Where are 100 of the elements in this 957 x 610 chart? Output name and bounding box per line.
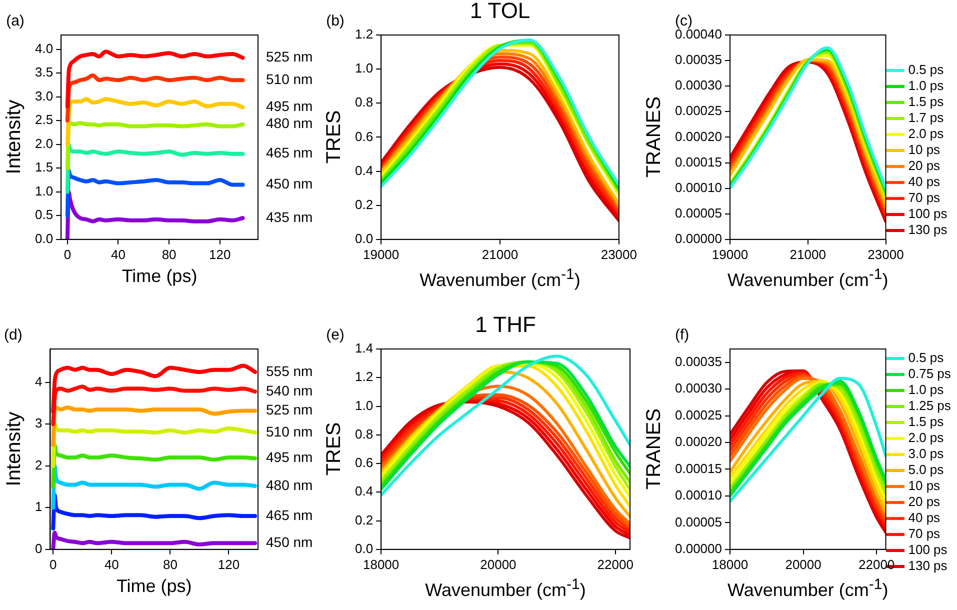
text: (c): [674, 12, 692, 30]
y-tick-label: 0.00025: [674, 103, 722, 118]
legend-label: 1.25 ps: [908, 398, 952, 414]
y-tick-label: 0.00005: [674, 205, 722, 220]
y-tick-label: 0.00000: [674, 230, 722, 246]
legend-label: 1.5 ps: [908, 94, 944, 110]
legend-label: 70 ps: [908, 526, 941, 542]
x-tick-label: 21000: [482, 246, 518, 262]
series-label: 465 nm: [266, 506, 313, 523]
y-tick-label: 0.00005: [674, 514, 722, 530]
y-axis-title: Intensity: [3, 100, 25, 174]
y-tick-label: 0.0: [354, 540, 374, 556]
x-axis-title: Wavenumber (cm$^{-1}$): [728, 266, 888, 290]
series-label: 555 nm: [266, 362, 313, 379]
x-tick-label: 20000: [480, 556, 516, 572]
y-tick-label: 0.0: [354, 230, 374, 246]
y-axis-title: TRES: [323, 422, 345, 476]
y-tick-label: 0: [34, 540, 42, 556]
y-tick-label: 0.00035: [674, 52, 722, 68]
y-tick-label: 4: [34, 374, 42, 389]
legend-label: 2.0 ps: [908, 126, 944, 142]
x-tick-label: 80: [162, 246, 176, 262]
y-axis-title: TRANES: [643, 96, 665, 178]
y-tick-label: 0.6: [354, 128, 374, 144]
y-tick-label: 1: [34, 499, 42, 514]
legend-label: 0.75 ps: [908, 366, 952, 382]
legend-label: 2.0 ps: [908, 430, 944, 446]
y-tick-label: 0.2: [354, 512, 374, 528]
y-tick-label: 0.8: [354, 426, 374, 442]
y-tick-label: 1.0: [34, 183, 54, 198]
y-tick-label: 3.0: [34, 88, 54, 104]
legend-label: 5.0 ps: [908, 462, 944, 478]
chart-title: 1 TOL: [470, 0, 530, 24]
legend-label: 100 ps: [908, 542, 948, 558]
series-label: 525 nm: [266, 402, 313, 418]
x-tick-label: 80: [162, 556, 178, 572]
series-label: 480 nm: [266, 476, 313, 493]
legend-label: 70 ps: [908, 190, 941, 206]
legend-label: 10 ps: [908, 478, 941, 494]
legend-label: 0.5 ps: [908, 350, 944, 366]
y-tick-label: 0.00015: [674, 460, 722, 476]
x-axis-title: Wavenumber (cm$^{-1}$): [728, 576, 888, 600]
y-tick-label: 1.4: [354, 340, 374, 356]
x-tick-label: 23000: [600, 246, 638, 262]
legend-label: 130 ps: [908, 558, 948, 574]
y-tick-label: 3: [34, 416, 42, 431]
x-tick-label: 22000: [597, 556, 634, 572]
y-tick-label: 0.5: [34, 207, 54, 222]
y-tick-label: 3.5: [34, 64, 54, 80]
text: (a): [6, 12, 24, 30]
legend-label: 20 ps: [908, 494, 941, 510]
y-tick-label: 1.0: [354, 60, 374, 76]
legend-label: 1.0 ps: [908, 78, 944, 94]
y-tick-label: 0.00015: [674, 154, 722, 170]
series-label: 495 nm: [266, 98, 313, 114]
x-tick-label: 40: [104, 556, 119, 572]
x-tick-label: 21000: [790, 246, 826, 262]
y-tick-label: 4.0: [34, 40, 54, 56]
series-label: 510 nm: [266, 71, 313, 88]
y-tick-label: 1.2: [354, 26, 374, 42]
legend-label: 1.5 ps: [908, 414, 944, 430]
y-tick-label: 0.00020: [674, 434, 722, 450]
y-tick-label: 1.2: [354, 369, 374, 384]
x-tick-label: 18000: [712, 556, 748, 572]
legend-label: 1.7 ps: [908, 110, 944, 126]
y-tick-label: 0.00010: [674, 180, 722, 195]
x-axis-title: Wavenumber (cm$^{-1}$): [420, 266, 580, 290]
y-tick-label: 0.0: [34, 230, 54, 246]
x-axis-title: Wavenumber (cm$^{-1}$): [425, 576, 586, 600]
y-tick-label: 0.00000: [674, 540, 722, 556]
series-label: 435 nm: [266, 208, 313, 225]
legend-label: 40 ps: [908, 510, 941, 526]
x-tick-label: 19000: [362, 246, 400, 262]
y-tick-label: 2.5: [34, 112, 54, 128]
x-tick-label: 19000: [712, 246, 748, 262]
legend-label: 0.5 ps: [908, 62, 944, 78]
y-tick-label: 0.00030: [674, 380, 722, 396]
y-axis-title: TRES: [323, 110, 345, 164]
x-axis-title: Time (ps): [122, 266, 198, 286]
x-tick-label: 22000: [858, 556, 895, 572]
text: (d): [4, 326, 22, 344]
series-label: 450 nm: [266, 534, 313, 550]
text: (e): [326, 326, 344, 344]
series-label: 495 nm: [266, 449, 313, 466]
legend-label: 20 ps: [908, 158, 941, 174]
y-tick-label: 1.5: [34, 160, 54, 175]
x-tick-label: 23000: [868, 246, 904, 262]
legend-label: 1.0 ps: [908, 382, 944, 398]
x-tick-label: 120: [209, 246, 231, 262]
x-tick-label: 0: [64, 246, 72, 262]
series-label: 540 nm: [266, 382, 313, 398]
legend-label: 3.0 ps: [908, 446, 944, 462]
y-tick-label: 0.6: [354, 455, 374, 470]
series-label: 525 nm: [266, 48, 313, 65]
y-tick-label: 0.4: [354, 484, 374, 499]
x-tick-label: 40: [111, 246, 126, 262]
legend-label: 130 ps: [908, 222, 948, 238]
series-label: 480 nm: [266, 115, 313, 132]
y-tick-label: 0.00035: [674, 354, 722, 369]
y-tick-label: 1.0: [354, 398, 374, 413]
